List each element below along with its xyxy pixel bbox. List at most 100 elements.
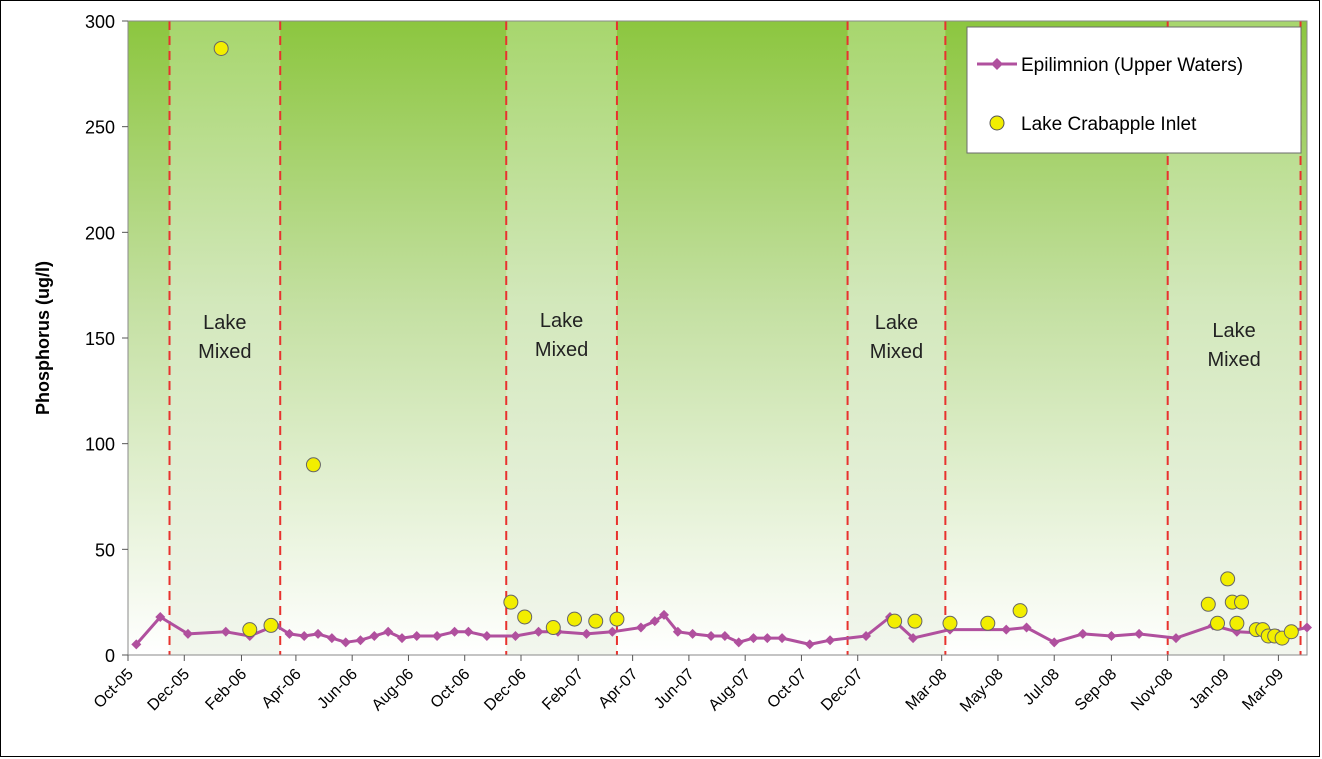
mixed-period-label-0-0: Lake <box>203 312 246 334</box>
x-tick-label-19: Jan-09 <box>1186 666 1233 713</box>
mixed-period-band-2 <box>847 21 946 655</box>
x-tick-label-4: Jun-06 <box>314 666 361 713</box>
x-tick-label-11: Aug-07 <box>706 666 755 715</box>
x-tick-label-0: Oct-05 <box>91 666 137 712</box>
epilimnion-point-52 <box>1302 622 1312 633</box>
epilimnion-point-18 <box>463 626 474 637</box>
epilimnion-point-47 <box>1134 628 1145 639</box>
x-tick-label-13: Dec-07 <box>818 666 867 715</box>
epilimnion-point-20 <box>510 630 521 641</box>
y-tick-label-300: 300 <box>85 12 115 32</box>
epilimnion-point-2 <box>182 628 193 639</box>
inlet-point-3 <box>305 457 321 473</box>
epilimnion-point-8 <box>313 628 324 639</box>
epilimnion-point-30 <box>706 630 717 641</box>
x-tick-label-17: Sep-08 <box>1072 666 1121 715</box>
legend-inlet-marker <box>989 115 1005 131</box>
mixed-period-label-1-0: Lake <box>540 310 583 332</box>
x-tick-label-14: Mar-08 <box>903 666 951 714</box>
epilimnion-point-28 <box>672 626 683 637</box>
mixed-period-band-1 <box>506 21 617 655</box>
epilimnion-point-27 <box>658 609 669 620</box>
epilimnion-point-6 <box>284 628 295 639</box>
y-tick-label-0: 0 <box>105 646 115 666</box>
mixed-period-label-3-1: Mixed <box>1207 349 1260 371</box>
epilimnion-point-32 <box>733 637 744 648</box>
x-tick-label-5: Aug-06 <box>369 666 418 715</box>
epilimnion-point-46 <box>1106 630 1117 641</box>
x-tick-label-12: Oct-07 <box>764 666 810 712</box>
mixed-period-label-2-1: Mixed <box>870 341 923 363</box>
legend: Epilimnion (Upper Waters) Lake Crabapple… <box>966 26 1302 154</box>
epilimnion-point-35 <box>777 633 788 644</box>
x-tick-label-9: Apr-07 <box>595 666 641 712</box>
epilimnion-point-3 <box>220 626 231 637</box>
x-tick-label-1: Dec-05 <box>145 666 194 715</box>
x-tick-label-20: Mar-09 <box>1239 666 1287 714</box>
epilimnion-point-31 <box>719 630 730 641</box>
epilimnion-point-44 <box>1049 637 1060 648</box>
epilimnion-point-9 <box>326 633 337 644</box>
inlet-point-13 <box>980 615 996 631</box>
epilimnion-point-25 <box>635 622 646 633</box>
x-tick-label-7: Dec-06 <box>481 666 530 715</box>
x-tick-label-8: Feb-07 <box>539 666 587 714</box>
epilimnion-point-13 <box>383 626 394 637</box>
epilimnion-point-40 <box>908 633 919 644</box>
mixed-period-label-2-0: Lake <box>875 312 918 334</box>
inlet-point-1 <box>242 622 258 638</box>
mixed-period-band-0 <box>169 21 281 655</box>
inlet-point-9 <box>609 611 625 627</box>
legend-inlet-label: Lake Crabapple Inlet <box>1021 114 1197 135</box>
epilimnion-point-34 <box>762 633 773 644</box>
x-tick-label-10: Jun-07 <box>651 666 698 713</box>
epilimnion-point-26 <box>649 616 660 627</box>
epilimnion-point-12 <box>369 630 380 641</box>
inlet-point-8 <box>588 613 604 629</box>
inlet-point-0 <box>213 40 229 56</box>
inlet-point-19 <box>1229 615 1245 631</box>
epilimnion-point-42 <box>1001 624 1012 635</box>
inlet-point-7 <box>567 611 583 627</box>
y-tick-label-250: 250 <box>85 118 115 138</box>
epilimnion-point-0 <box>131 639 142 650</box>
x-tick-label-3: Apr-06 <box>259 666 305 712</box>
inlet-point-5 <box>517 609 533 625</box>
epilimnion-point-1 <box>155 611 166 622</box>
inlet-point-12 <box>942 615 958 631</box>
y-tick-label-100: 100 <box>85 435 115 455</box>
epilimnion-point-15 <box>411 630 422 641</box>
epilimnion-point-33 <box>748 633 759 644</box>
epilimnion-point-23 <box>581 628 592 639</box>
epilimnion-point-14 <box>396 633 407 644</box>
x-tick-label-16: Jul-08 <box>1020 666 1063 709</box>
inlet-point-26 <box>1283 624 1299 640</box>
x-tick-label-18: Nov-08 <box>1128 666 1177 715</box>
epilimnion-point-43 <box>1021 622 1032 633</box>
mixed-period-label-3-0: Lake <box>1212 320 1255 342</box>
epilimnion-point-36 <box>804 639 815 650</box>
epilimnion-point-37 <box>825 635 836 646</box>
epilimnion-point-7 <box>299 630 310 641</box>
legend-epilimnion-diamond <box>991 58 1003 70</box>
y-tick-label-200: 200 <box>85 223 115 243</box>
epilimnion-point-11 <box>355 635 366 646</box>
x-tick-label-2: Feb-06 <box>202 666 250 714</box>
epilimnion-point-17 <box>449 626 460 637</box>
legend-box <box>966 26 1302 154</box>
y-axis-title: Phosphorus (ug/l) <box>33 261 53 415</box>
epilimnion-point-29 <box>687 628 698 639</box>
x-tick-label-6: Oct-06 <box>428 666 474 712</box>
epilimnion-point-21 <box>533 626 544 637</box>
x-tick-label-15: May-08 <box>957 666 1007 716</box>
inlet-point-17 <box>1220 571 1236 587</box>
y-tick-label-50: 50 <box>95 540 115 560</box>
inlet-point-4 <box>503 594 519 610</box>
epilimnion-point-10 <box>340 637 351 648</box>
epilimnion-point-48 <box>1171 633 1181 644</box>
epilimnion-point-24 <box>607 626 618 637</box>
mixed-period-label-0-1: Mixed <box>198 341 251 363</box>
y-tick-label-150: 150 <box>85 329 115 349</box>
